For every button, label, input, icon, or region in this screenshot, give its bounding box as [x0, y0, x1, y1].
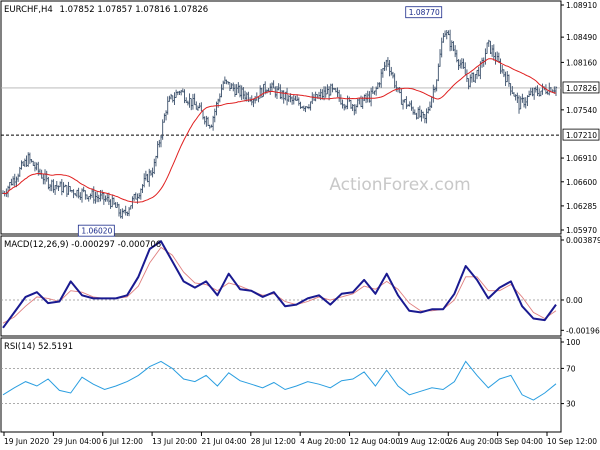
macd-layer: [1, 240, 561, 329]
macd-y-tick-label: 0.00: [566, 296, 583, 305]
rsi-y-tick-label: 30: [566, 400, 576, 409]
price-y-tick-label: 1.08910: [566, 1, 597, 10]
price-y-tick-label: 1.08490: [566, 33, 597, 42]
price-layer: 1.08770 1.06020: [1, 6, 561, 237]
macd-title: MACD(12,26,9) -0.000297 -0.000706: [4, 240, 161, 250]
x-tick-label: 4 Aug 20:00: [300, 437, 346, 446]
watermark: ActionForex.com: [329, 175, 470, 195]
x-tick-label: 12 Aug 04:00: [350, 437, 401, 446]
x-tick-label: 19 Aug 12:00: [399, 437, 450, 446]
support-price-box: [562, 128, 600, 141]
x-tick-label: 6 Jul 12:00: [103, 437, 143, 446]
price-y-tick-label: 1.05970: [566, 226, 597, 235]
macd-y-tick-label: -0.001962: [566, 326, 600, 335]
x-tick-label: 13 Jul 20:00: [152, 437, 197, 446]
high-annotation-box: [405, 6, 443, 19]
rsi-layer: [1, 360, 561, 405]
x-tick-label: 3 Sep 04:00: [498, 437, 544, 446]
x-tick-label: 28 Jul 12:00: [251, 437, 296, 446]
macd-line: [2, 240, 557, 329]
x-tick-label: 21 Jul 04:00: [201, 437, 246, 446]
price-title: EURCHF,H4 1.07852 1.07857 1.07816 1.0782…: [4, 5, 208, 15]
rsi-title: RSI(14) 52.5191: [4, 342, 73, 352]
axis-layer: 1.08910 1.08490 1.08160 1.07540 1.06910 1.066…: [3, 1, 600, 446]
rsi-line: [2, 360, 557, 401]
current-price-label: 1.07826: [566, 84, 597, 93]
current-price-box: [562, 81, 600, 94]
x-tick-label: 29 Jun 04:00: [53, 437, 101, 446]
x-tick-label: 10 Sep 12:00: [547, 437, 597, 446]
rsi-y-tick-label: 70: [566, 364, 576, 373]
price-y-tick-label: 1.07540: [566, 106, 597, 115]
price-y-tick-label: 1.06285: [566, 202, 597, 211]
macd-panel-frame: [0, 235, 562, 337]
price-y-tick-label: 1.06600: [566, 178, 597, 187]
price-y-tick-label: 1.08160: [566, 58, 597, 67]
price-panel-frame: [0, 0, 562, 235]
symbol-timeframe: EURCHF,H4: [4, 5, 53, 15]
support-price-label: 1.07210: [566, 131, 597, 140]
macd-y-tick-label: 0.003879: [566, 236, 600, 245]
ohlc-readout: 1.07852 1.07857 1.07816 1.07826: [60, 5, 209, 15]
low-annotation-box: [77, 224, 115, 237]
rsi-y-tick-label: 100: [566, 338, 581, 347]
moving-average-line: [2, 58, 557, 203]
x-tick-label: 26 Aug 20:00: [448, 437, 499, 446]
high-annotation-label: 1.08770: [409, 8, 440, 17]
x-tick-label: 19 Jun 2020: [4, 437, 49, 446]
rsi-panel-frame: [0, 337, 562, 433]
low-annotation-label: 1.06020: [81, 227, 112, 236]
price-y-tick-label: 1.06910: [566, 154, 597, 163]
